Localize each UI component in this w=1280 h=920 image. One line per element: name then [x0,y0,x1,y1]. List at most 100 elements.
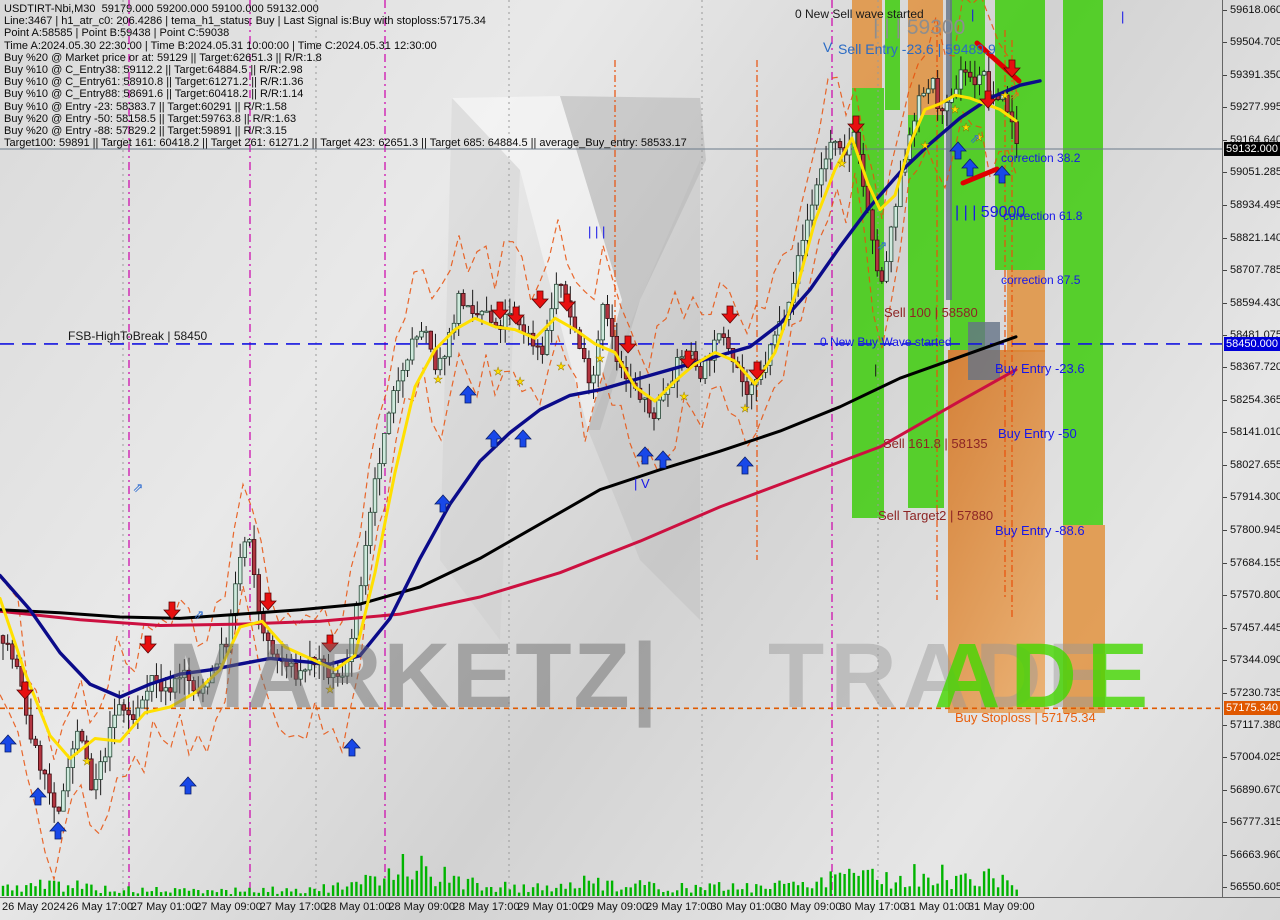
zone-band-orange-grad [948,350,1045,713]
volume-bar [252,892,256,896]
red-trend-segment [960,166,1000,186]
price-axis-label: 57570.800 [1230,589,1280,602]
price-axis-tick [1222,432,1227,434]
candle-body [605,303,610,319]
volume-bar [987,868,990,896]
volume-bar [820,877,823,896]
volume-bar [15,885,19,896]
info-line-4: Buy %20 @ Market price or at: 59129 || T… [4,51,322,64]
volume-bar [1006,880,1009,896]
candle-body [958,69,964,90]
time-axis-label: 30 May 17:00 [839,901,906,913]
volume-bar [634,883,637,896]
price-axis-tick [1222,74,1227,76]
zone-band-green [1063,0,1103,525]
volume-bar [996,887,1000,896]
volume-bar [555,887,558,896]
price-axis-tick [1222,42,1227,44]
chart-area[interactable]: MARKETZ| TRADE ADE ★ ★ ★ ★ ★ ★ ★ ★ ★ ★ ★ ★ ★ ★ ★ ⇗ ⇗ ⇗ ⇗ ⇗ … [0,0,1222,897]
candle-body [33,738,38,746]
volume-bar [420,855,423,896]
candle-body [414,336,419,340]
candle-body [470,305,475,315]
fibo-zone-bands [852,0,1105,713]
candle-body [42,769,47,775]
candle-body [968,71,973,78]
sell-arrow-icon [139,635,157,654]
annotation-label: correction 87.5 [1001,273,1081,287]
volume-bar [20,891,23,896]
volume-bar [731,883,735,896]
candle-body [75,730,80,750]
volume-bar [955,875,958,896]
volume-bar [871,868,874,896]
volume-bar [894,882,897,896]
candle-body [972,76,977,86]
star-signal-icon: ★ [920,140,930,152]
candle-body [223,643,229,648]
sell-arrow-icon [507,306,525,325]
sell-arrow-icon [619,335,637,354]
star-signal-icon: ★ [325,684,335,696]
volume-bar [624,887,628,896]
volume-bar [331,885,335,896]
time-axis-label: 26 May 17:00 [66,901,134,913]
time-axis-label: 31 May 01:00 [903,901,971,913]
volume-bar [499,887,502,896]
sell-arrow-icon [163,601,181,620]
buy-arrow-icon [485,429,503,448]
volume-bar [118,892,121,896]
price-axis-label: 57457.445 [1230,621,1280,634]
volume-bar [703,890,707,896]
volume-bar [857,875,860,896]
volume-bar [764,888,767,896]
info-line-0: USDTIRT-Nbi,M30 59179.000 59200.000 5910… [4,3,319,15]
volume-bar [383,878,386,896]
price-axis-label: 58707.785 [1230,264,1280,277]
volume-bar [57,881,60,896]
candle-body [89,758,94,791]
price-axis-label: 59391.350 [1230,68,1280,81]
ma-black-line [0,335,1018,620]
sell-arrow-icon [558,293,576,312]
volume-bar [903,887,907,896]
time-axis-label: 26 May 2024 [2,901,66,913]
volume-bar [531,887,535,896]
volume-bar [1010,885,1014,896]
sell-arrow-icon [1003,59,1021,78]
candle-body [614,335,619,362]
price-axis-tick [1222,529,1227,531]
candle-body [382,432,387,464]
candle-body [944,102,950,112]
volume-bar [248,887,251,896]
volume-bar [917,886,921,896]
volume-bar [717,882,721,896]
volume-bar [583,875,586,896]
volume-bar [550,891,553,896]
annotation-label: Sell 100 | 58580 [884,305,978,320]
volume-bar [397,874,400,896]
candle-body [833,141,838,144]
candle-body [940,108,945,112]
price-axis-tick [1222,724,1227,726]
buy-arrow-icon [993,165,1011,184]
star-signal-icon: ★ [82,756,92,768]
volume-bar [62,891,65,896]
volume-bar [448,882,451,896]
volume-bar [229,894,233,896]
annotation-label: | [971,7,975,22]
volume-bar [834,874,837,896]
volume-bar [573,888,577,896]
candle-body [656,399,661,419]
volume-bar [146,891,149,896]
annotation-label: correction 61.8 [1003,209,1083,223]
sell-arrow-icon [321,634,339,653]
volume-bar [527,892,530,896]
candle-body [744,381,750,395]
volume-bar [429,876,432,896]
price-axis-label: 58367.720 [1230,361,1280,374]
volume-bar [164,891,167,896]
time-axis-label: 29 May 01:00 [517,901,584,913]
candle-body [302,669,308,672]
volume-bar [457,876,460,896]
